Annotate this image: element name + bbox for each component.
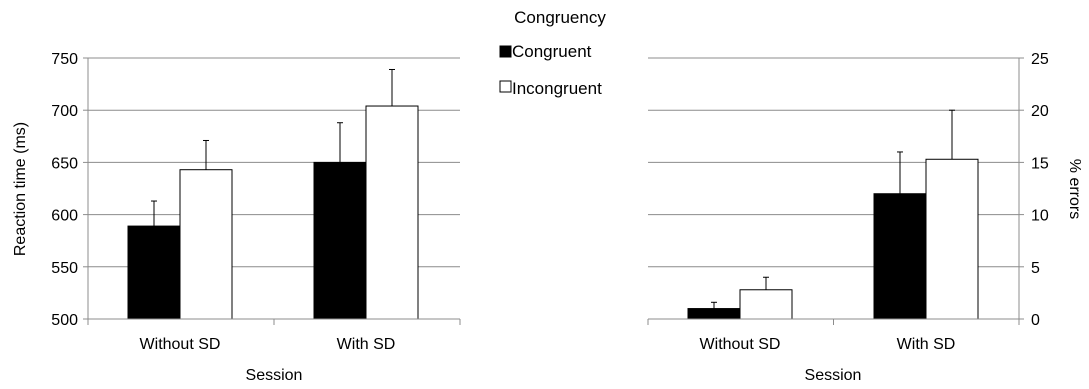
errors-bar-congruent — [873, 193, 927, 320]
errors-bar-incongruent — [925, 158, 979, 320]
rt-y-tick-label: 500 — [51, 312, 78, 329]
legend-swatch-congruent — [499, 45, 512, 58]
rt-y-tick-label: 750 — [51, 51, 78, 68]
legend: Congruency Congruent Incongruent — [499, 8, 606, 98]
rt-bar-incongruent — [365, 105, 419, 320]
rt-y-tick-label: 650 — [51, 155, 78, 172]
rt-bars — [127, 105, 419, 320]
errors-bars — [687, 158, 979, 320]
rt-bar-congruent — [127, 225, 181, 320]
errors-y-ticks: 0 5 10 15 20 25 — [1019, 51, 1049, 329]
rt-bar-congruent — [313, 161, 367, 320]
errors-bar-congruent — [687, 308, 741, 320]
rt-x-ticks: Without SD With SD — [87, 319, 461, 353]
errors-chart: 0 5 10 15 20 25 Without SD With SD % errors Se… — [647, 51, 1083, 384]
rt-y-ticks: 500 550 600 650 700 750 — [51, 51, 88, 329]
legend-label-congruent: Congruent — [512, 42, 592, 61]
errors-y-tick-label: 15 — [1031, 155, 1049, 172]
rt-y-axis-title: Reaction time (ms) — [12, 122, 29, 256]
legend-label-incongruent: Incongruent — [512, 79, 602, 98]
errors-y-tick-label: 0 — [1031, 312, 1040, 329]
errors-y-tick-label: 20 — [1031, 103, 1049, 120]
legend-swatch-incongruent — [499, 80, 512, 93]
rt-x-tick-label: Without SD — [140, 336, 221, 353]
errors-y-tick-label: 10 — [1031, 208, 1049, 225]
errors-y-tick-label: 25 — [1031, 51, 1049, 68]
errors-x-tick-label: With SD — [897, 336, 956, 353]
rt-x-tick-label: With SD — [337, 336, 396, 353]
errors-x-axis-title: Session — [805, 367, 862, 384]
rt-x-axis-title: Session — [246, 367, 303, 384]
errors-x-tick-label: Without SD — [700, 336, 781, 353]
errors-x-ticks: Without SD With SD — [647, 319, 1020, 353]
rt-y-tick-label: 550 — [51, 260, 78, 277]
rt-error-bars — [151, 68, 395, 227]
rt-bar-incongruent — [179, 169, 233, 320]
legend-title: Congruency — [514, 8, 606, 27]
rt-y-tick-label: 700 — [51, 103, 78, 120]
errors-bar-incongruent — [739, 289, 793, 320]
errors-y-tick-label: 5 — [1031, 260, 1040, 277]
errors-y-axis-title: % errors — [1066, 159, 1083, 219]
errors-error-bars — [711, 109, 955, 309]
rt-chart: 500 550 600 650 700 750 Without SD With SD Rea… — [12, 51, 461, 384]
rt-y-tick-label: 600 — [51, 208, 78, 225]
